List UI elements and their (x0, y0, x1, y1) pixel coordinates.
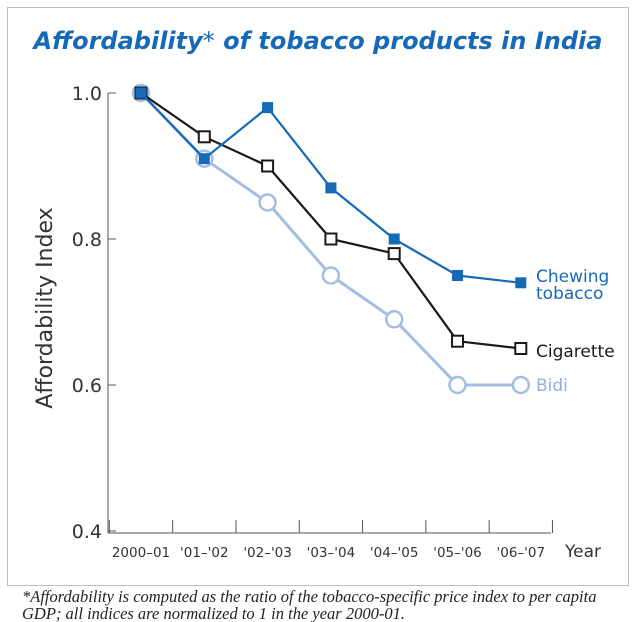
chart-title: Affordability* of tobacco products in In… (0, 27, 636, 55)
data-point (135, 87, 147, 99)
y-tick-label: 0.6 (72, 375, 102, 397)
data-point (451, 334, 464, 348)
x-tick-label: '04–'05 (370, 545, 419, 561)
data-point (515, 277, 527, 289)
data-point (321, 266, 341, 285)
title-main: Affordability (33, 27, 203, 55)
series-label: tobacco (536, 284, 603, 304)
y-tick-label: 0.4 (72, 521, 102, 543)
y-tick-label: 1.0 (72, 83, 102, 105)
axes: 0.4 0.6 0.8 1.0 Affordability Index 2000–01 '0… (33, 83, 601, 562)
footnote: *Affordability is computed as the ratio … (22, 588, 597, 622)
data-point (324, 232, 338, 246)
data-point (198, 153, 210, 165)
series-label: Bidi (536, 376, 568, 396)
x-tick-label: '05–'06 (433, 545, 482, 561)
chart-frame (7, 7, 629, 586)
series-label: Cigarette (536, 342, 615, 362)
data-point (325, 182, 337, 194)
data-point (262, 102, 274, 114)
data-point (452, 270, 463, 281)
data-point (448, 375, 467, 395)
x-tick-label: 2000–01 (112, 545, 170, 561)
y-axis-label: Affordability Index (33, 207, 58, 408)
data-point (197, 130, 211, 144)
x-tick-label: '03–'04 (307, 545, 356, 561)
data-point (258, 193, 277, 212)
data-point (514, 342, 528, 355)
data-point (384, 310, 404, 329)
x-tick-label: '02–'03 (243, 545, 292, 561)
title-asterisk: * (202, 27, 215, 55)
x-tick-label: '01–'02 (180, 545, 229, 561)
y-tick-label: 0.8 (72, 229, 102, 251)
x-tick-label: '06–'07 (497, 545, 546, 561)
data-point (261, 159, 275, 173)
line-chart: 0.4 0.6 0.8 1.0 Affordability Index 2000–01 '0… (33, 83, 615, 562)
data-point (388, 233, 400, 245)
data-point (387, 247, 401, 261)
series-label: Chewing (536, 267, 609, 287)
title-rest: of tobacco products in India (214, 27, 603, 55)
x-axis-label: Year (564, 542, 601, 562)
data-point (511, 375, 531, 395)
